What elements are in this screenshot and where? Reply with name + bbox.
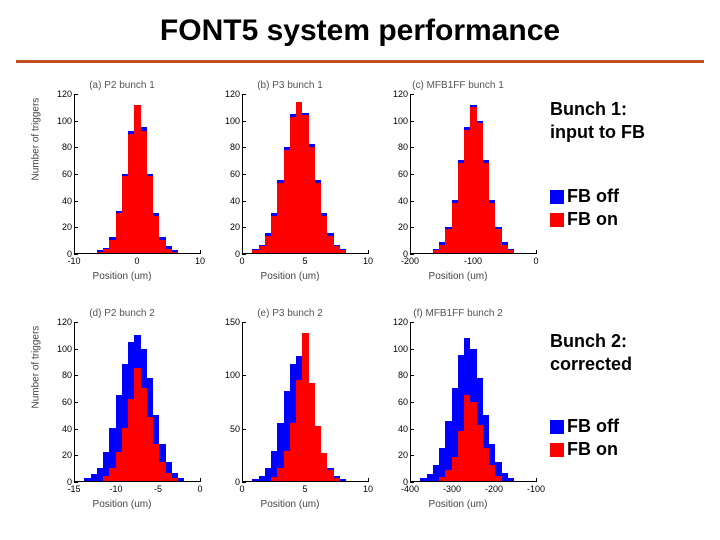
histogram-bar <box>172 252 178 253</box>
ytick-label: 40 <box>62 196 72 206</box>
ytick-label: 60 <box>230 169 240 179</box>
ytick-label: 80 <box>230 142 240 152</box>
chart-panel: (c) MFB1FF bunch 1020406080100120-200-10… <box>376 80 540 290</box>
ytick-label: 60 <box>398 169 408 179</box>
chart-panel: (a) P2 bunch 1020406080100120-10010Posit… <box>40 80 204 290</box>
axes <box>410 322 536 482</box>
ytick-label: 120 <box>393 317 408 327</box>
ytick-label: 20 <box>398 450 408 460</box>
histogram-bar <box>508 250 514 253</box>
slide-title: FONT5 system performance <box>0 0 720 48</box>
xlabel: Position (um) <box>376 271 540 282</box>
chart-panel: (d) P2 bunch 2020406080100120-15-10-50Po… <box>40 308 204 518</box>
xtick-label: 5 <box>302 256 307 266</box>
title-underline <box>16 60 704 63</box>
ytick-label: 80 <box>398 142 408 152</box>
xtick-label: 0 <box>239 256 244 266</box>
axes <box>74 94 200 254</box>
xtick-label: 0 <box>533 256 538 266</box>
xtick-label: 0 <box>239 484 244 494</box>
annot-fb1: FB off FB on <box>550 185 619 230</box>
xlabel: Position (um) <box>376 499 540 510</box>
ytick-label: 100 <box>57 344 72 354</box>
xtick-label: -10 <box>67 256 80 266</box>
xlabel: Position (um) <box>40 499 204 510</box>
xtick-label: 10 <box>363 256 373 266</box>
xtick-label: -200 <box>401 256 419 266</box>
ytick-label: 40 <box>62 424 72 434</box>
axes <box>74 322 200 482</box>
ytick-label: 40 <box>398 424 408 434</box>
xtick-label: 0 <box>197 484 202 494</box>
xlabel: Position (um) <box>208 271 372 282</box>
axes <box>242 322 368 482</box>
ytick-label: 60 <box>62 397 72 407</box>
ytick-label: 40 <box>398 196 408 206</box>
ytick-label: 40 <box>230 196 240 206</box>
ytick-label: 20 <box>230 222 240 232</box>
ytick-label: 80 <box>62 370 72 380</box>
axes <box>242 94 368 254</box>
ytick-label: 20 <box>62 450 72 460</box>
xtick-label: -100 <box>527 484 545 494</box>
swatch-on-icon <box>550 213 564 227</box>
histogram-bar <box>340 479 346 481</box>
swatch-on-icon <box>550 443 564 457</box>
histogram-bar <box>508 478 514 481</box>
ytick-label: 120 <box>57 317 72 327</box>
histogram-bar <box>495 476 501 481</box>
histogram-bar <box>178 478 184 481</box>
histogram-bar <box>172 478 178 481</box>
chart-panel: (f) MFB1FF bunch 2020406080100120-400-30… <box>376 308 540 518</box>
xtick-label: -400 <box>401 484 419 494</box>
xtick-label: -100 <box>464 256 482 266</box>
xtick-label: 10 <box>195 256 205 266</box>
xtick-label: -300 <box>443 484 461 494</box>
chart-grid: (a) P2 bunch 1020406080100120-10010Posit… <box>40 80 540 518</box>
ytick-label: 100 <box>225 116 240 126</box>
annot-fb2: FB off FB on <box>550 415 619 460</box>
xtick-label: -15 <box>67 484 80 494</box>
swatch-off-icon <box>550 420 564 434</box>
ytick-label: 20 <box>398 222 408 232</box>
ytick-label: 50 <box>230 424 240 434</box>
ytick-label: 100 <box>57 116 72 126</box>
histogram-bar <box>340 250 346 253</box>
chart-panel: (b) P3 bunch 10204060801001200510Positio… <box>208 80 372 290</box>
ytick-label: 100 <box>393 344 408 354</box>
ytick-label: 80 <box>398 370 408 380</box>
xlabel: Position (um) <box>40 271 204 282</box>
xtick-label: -10 <box>109 484 122 494</box>
xtick-label: -5 <box>154 484 162 494</box>
axes <box>410 94 536 254</box>
ytick-label: 150 <box>225 317 240 327</box>
xtick-label: -200 <box>485 484 503 494</box>
swatch-off-icon <box>550 190 564 204</box>
xtick-label: 5 <box>302 484 307 494</box>
ylabel: Number of triggers <box>31 326 42 409</box>
histogram-bar <box>334 478 340 481</box>
ytick-label: 80 <box>62 142 72 152</box>
xtick-label: 0 <box>134 256 139 266</box>
ytick-label: 20 <box>62 222 72 232</box>
ytick-label: 60 <box>398 397 408 407</box>
ytick-label: 100 <box>225 370 240 380</box>
chart-panel: (e) P3 bunch 20501001500510Position (um) <box>208 308 372 518</box>
ytick-label: 120 <box>393 89 408 99</box>
xlabel: Position (um) <box>208 499 372 510</box>
ytick-label: 100 <box>393 116 408 126</box>
ylabel: Number of triggers <box>31 98 42 181</box>
xtick-label: 10 <box>363 484 373 494</box>
ytick-label: 60 <box>62 169 72 179</box>
annot-bunch1: Bunch 1:input to FB <box>550 98 645 143</box>
annot-bunch2: Bunch 2:corrected <box>550 330 632 375</box>
ytick-label: 120 <box>225 89 240 99</box>
ytick-label: 120 <box>57 89 72 99</box>
